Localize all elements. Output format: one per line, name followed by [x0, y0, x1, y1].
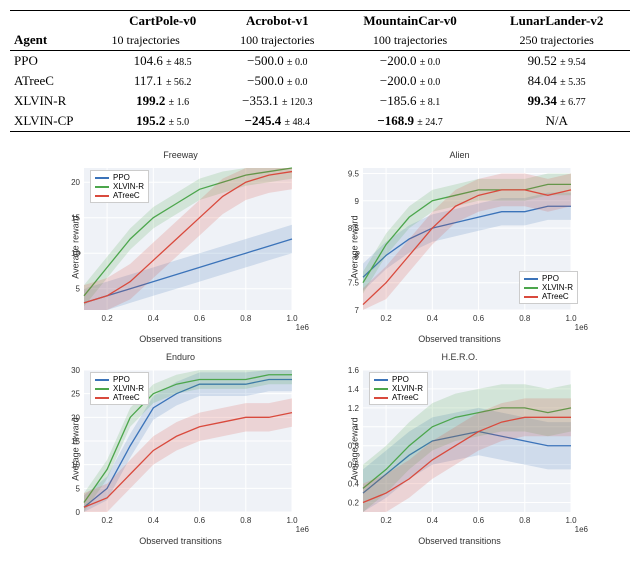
- svg-text:1.2: 1.2: [348, 404, 360, 413]
- chart-alien: AlienAverage reward77.588.599.50.20.40.6…: [329, 150, 590, 344]
- y-axis-label: Average reward: [350, 417, 360, 480]
- svg-text:0.4: 0.4: [427, 314, 439, 323]
- chart-title: Freeway: [50, 150, 311, 160]
- svg-text:0.4: 0.4: [148, 516, 160, 525]
- value-cell: −185.6 ± 8.1: [337, 91, 484, 111]
- chart-title: H.E.R.O.: [329, 352, 590, 362]
- value-cell: N/A: [483, 111, 630, 132]
- traj-3: 250 trajectories: [483, 31, 630, 51]
- svg-text:1.0: 1.0: [286, 516, 298, 525]
- svg-text:0.8: 0.8: [519, 314, 531, 323]
- value-cell: −353.1 ± 120.3: [218, 91, 337, 111]
- env-2: MountainCar-v0: [337, 11, 484, 32]
- col-agent: Agent: [10, 11, 108, 51]
- value-cell: −500.0 ± 0.0: [218, 51, 337, 72]
- svg-text:30: 30: [71, 366, 80, 375]
- traj-2: 100 trajectories: [337, 31, 484, 51]
- sci-notation: 1e6: [575, 525, 588, 534]
- value-cell: −245.4 ± 48.4: [218, 111, 337, 132]
- svg-text:1.0: 1.0: [286, 314, 298, 323]
- svg-text:0.8: 0.8: [240, 516, 252, 525]
- svg-text:0.4: 0.4: [148, 314, 160, 323]
- value-cell: 84.04 ± 5.35: [483, 71, 630, 91]
- svg-text:0.2: 0.2: [381, 314, 393, 323]
- svg-text:0: 0: [76, 508, 81, 517]
- svg-text:0.2: 0.2: [348, 499, 360, 508]
- y-axis-label: Average reward: [71, 215, 81, 278]
- agent-cell: XLVIN-CP: [10, 111, 108, 132]
- x-axis-label: Observed transitions: [50, 334, 311, 344]
- svg-text:9: 9: [355, 197, 360, 206]
- chart-title: Enduro: [50, 352, 311, 362]
- value-cell: −500.0 ± 0.0: [218, 71, 337, 91]
- x-axis-label: Observed transitions: [329, 334, 590, 344]
- y-axis-label: Average reward: [350, 215, 360, 278]
- env-3: LunarLander-v2: [483, 11, 630, 32]
- svg-text:1.0: 1.0: [565, 314, 577, 323]
- svg-text:0.4: 0.4: [427, 516, 439, 525]
- traj-1: 100 trajectories: [218, 31, 337, 51]
- value-cell: −168.9 ± 24.7: [337, 111, 484, 132]
- svg-text:1.0: 1.0: [565, 516, 577, 525]
- traj-0: 10 trajectories: [108, 31, 218, 51]
- svg-text:0.8: 0.8: [240, 314, 252, 323]
- env-0: CartPole-v0: [108, 11, 218, 32]
- value-cell: 104.6 ± 48.5: [108, 51, 218, 72]
- svg-text:0.4: 0.4: [348, 480, 360, 489]
- value-cell: 199.2 ± 1.6: [108, 91, 218, 111]
- svg-text:0.6: 0.6: [473, 516, 485, 525]
- svg-text:5: 5: [76, 484, 81, 493]
- sci-notation: 1e6: [296, 323, 309, 332]
- x-axis-label: Observed transitions: [50, 536, 311, 546]
- legend: PPOXLVIN-RATreeC: [90, 170, 149, 203]
- agent-cell: PPO: [10, 51, 108, 72]
- legend: PPOXLVIN-RATreeC: [369, 372, 428, 405]
- svg-text:0.2: 0.2: [102, 314, 114, 323]
- chart-enduro: EnduroAverage reward0510152025300.20.40.…: [50, 352, 311, 546]
- sci-notation: 1e6: [296, 525, 309, 534]
- chart-freeway: FreewayAverage reward51015200.20.40.60.8…: [50, 150, 311, 344]
- value-cell: −200.0 ± 0.0: [337, 71, 484, 91]
- agent-cell: XLVIN-R: [10, 91, 108, 111]
- legend: PPOXLVIN-RATreeC: [90, 372, 149, 405]
- svg-text:1.6: 1.6: [348, 366, 360, 375]
- svg-text:9.5: 9.5: [348, 169, 360, 178]
- results-table: Agent CartPole-v0 Acrobot-v1 MountainCar…: [10, 10, 630, 132]
- value-cell: 99.34 ± 6.77: [483, 91, 630, 111]
- svg-text:0.6: 0.6: [194, 314, 206, 323]
- svg-text:7.5: 7.5: [348, 279, 360, 288]
- svg-text:20: 20: [71, 178, 80, 187]
- agent-cell: ATreeC: [10, 71, 108, 91]
- charts-grid: FreewayAverage reward51015200.20.40.60.8…: [10, 150, 630, 546]
- svg-text:0.2: 0.2: [102, 516, 114, 525]
- svg-text:1.4: 1.4: [348, 385, 360, 394]
- value-cell: 195.2 ± 5.0: [108, 111, 218, 132]
- legend: PPOXLVIN-RATreeC: [519, 271, 578, 304]
- chart-hero: H.E.R.O.Average reward0.20.40.60.811.21.…: [329, 352, 590, 546]
- svg-text:25: 25: [71, 390, 80, 399]
- svg-text:5: 5: [76, 285, 81, 294]
- value-cell: 117.1 ± 56.2: [108, 71, 218, 91]
- env-1: Acrobot-v1: [218, 11, 337, 32]
- chart-title: Alien: [329, 150, 590, 160]
- svg-text:0.8: 0.8: [519, 516, 531, 525]
- value-cell: −200.0 ± 0.0: [337, 51, 484, 72]
- sci-notation: 1e6: [575, 323, 588, 332]
- svg-text:0.2: 0.2: [381, 516, 393, 525]
- svg-text:7: 7: [355, 306, 360, 315]
- x-axis-label: Observed transitions: [329, 536, 590, 546]
- y-axis-label: Average reward: [71, 417, 81, 480]
- svg-text:0.6: 0.6: [194, 516, 206, 525]
- value-cell: 90.52 ± 9.54: [483, 51, 630, 72]
- svg-text:0.6: 0.6: [473, 314, 485, 323]
